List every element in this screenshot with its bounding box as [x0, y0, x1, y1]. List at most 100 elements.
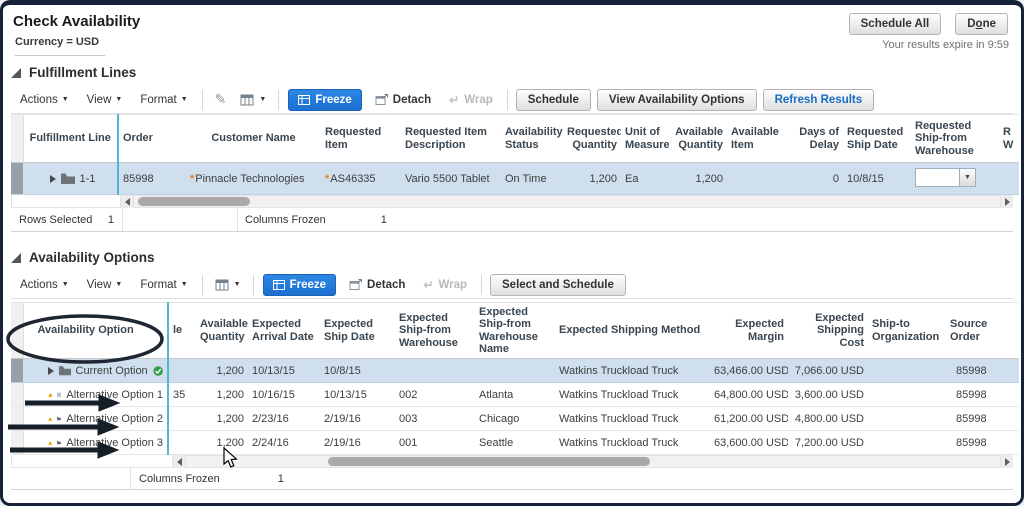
- column-header-expected-shipping-method[interactable]: Expected Shipping Method: [555, 302, 710, 359]
- availability-option-row-alt2[interactable]: Alternative Option 2 1,200 2/23/16 2/19/…: [11, 406, 1019, 431]
- column-header-available-item[interactable]: Available Item: [727, 114, 795, 163]
- refresh-results-button[interactable]: Refresh Results: [762, 88, 875, 111]
- column-header-expected-shipping-cost[interactable]: Expected Shipping Cost: [788, 302, 868, 359]
- cell-available-item: [727, 162, 795, 195]
- detach-button[interactable]: Detach: [366, 94, 440, 106]
- scrollbar-thumb[interactable]: [328, 457, 650, 466]
- cell-warehouse: [395, 358, 475, 383]
- menu-label: Format: [140, 278, 177, 291]
- toolbar-separator: [481, 274, 483, 295]
- option-label: Alternative Option 3: [66, 436, 163, 449]
- chevron-down-icon: ▼: [115, 96, 123, 103]
- fulfillment-line-row[interactable]: 1-1 85998 *Pinnacle Technologies *AS4633…: [11, 162, 1019, 195]
- column-header-requested-item[interactable]: Requested Item: [321, 114, 401, 163]
- column-header-available-quantity[interactable]: Available Quantity: [196, 302, 248, 359]
- expand-row-icon[interactable]: [47, 366, 54, 375]
- scrollbar-thumb[interactable]: [138, 197, 250, 206]
- availability-options-section-header[interactable]: Availability Options: [11, 250, 1021, 265]
- column-header-order[interactable]: Order: [118, 114, 186, 163]
- section-expand-icon: [11, 252, 21, 263]
- fulfillment-lines-section-header[interactable]: Fulfillment Lines: [11, 65, 1021, 80]
- format-menu[interactable]: Format ▼: [131, 94, 196, 106]
- column-header-ship-to-organization[interactable]: Ship-to Organization: [868, 302, 946, 359]
- column-header-requested-ship-from-warehouse[interactable]: Requested Ship-from Warehouse: [911, 114, 999, 163]
- availability-option-row-current[interactable]: Current Option 1,200 10/13/15 10/8/15 Wa…: [11, 358, 1019, 383]
- row-gutter[interactable]: [11, 162, 24, 195]
- columns-frozen-value: 1: [380, 213, 387, 226]
- chevron-down-icon: ▼: [180, 96, 188, 103]
- scroll-right-button[interactable]: [1001, 455, 1013, 468]
- scroll-left-button[interactable]: [173, 455, 185, 468]
- column-header-available-quantity[interactable]: Available Quantity: [669, 114, 727, 163]
- freeze-button[interactable]: Freeze: [262, 273, 337, 296]
- done-button[interactable]: Done: [955, 13, 1008, 35]
- actions-menu[interactable]: Actions ▼: [11, 94, 78, 106]
- cell-available-quantity: 1,200: [196, 358, 248, 383]
- chevron-down-icon: ▼: [233, 281, 241, 288]
- freeze-label: Freeze: [289, 278, 327, 291]
- column-header-fulfillment-line[interactable]: Fulfillment Line: [23, 114, 119, 163]
- warehouse-dropdown[interactable]: ▼: [915, 167, 976, 187]
- column-header-expected-ship-from-warehouse[interactable]: Expected Ship-from Warehouse: [395, 302, 475, 359]
- column-header-expected-margin[interactable]: Expected Margin: [710, 302, 788, 359]
- column-header-availability-option[interactable]: Availability Option: [23, 302, 169, 359]
- cell-availability-status: On Time: [501, 162, 563, 195]
- edit-button[interactable]: ✎: [208, 91, 234, 108]
- scrollbar-frozen-spacer: [11, 195, 121, 208]
- chevron-down-icon[interactable]: ▼: [959, 167, 976, 187]
- cell-warehouse-name: [475, 358, 555, 383]
- actions-menu[interactable]: Actions ▼: [11, 279, 78, 291]
- schedule-button[interactable]: Schedule: [515, 88, 591, 111]
- wrap-button[interactable]: ↵ Wrap: [414, 278, 476, 292]
- column-header-requested-quantity[interactable]: Requested Quantity: [563, 114, 621, 163]
- row-gutter[interactable]: [11, 382, 24, 407]
- view-availability-options-button[interactable]: View Availability Options: [596, 88, 757, 111]
- freeze-button[interactable]: Freeze: [288, 88, 362, 111]
- availability-option-row-alt3[interactable]: Alternative Option 3 1,200 2/24/16 2/19/…: [11, 430, 1019, 455]
- toolbar-separator: [278, 89, 280, 110]
- chevron-down-icon: ▼: [61, 96, 69, 103]
- scrollbar-track[interactable]: [133, 195, 1001, 208]
- wrap-icon: ↵: [449, 92, 460, 107]
- chevron-down-icon: ▼: [115, 281, 123, 288]
- freeze-label: Freeze: [315, 93, 352, 106]
- view-menu[interactable]: View ▼: [78, 94, 132, 106]
- menu-label: Format: [140, 93, 177, 106]
- column-header-expected-ship-from-warehouse-name[interactable]: Expected Ship-from Warehouse Name: [475, 302, 555, 359]
- column-header-expected-ship-date[interactable]: Expected Ship Date: [320, 302, 395, 359]
- cell-available-quantity: 1,200: [196, 382, 248, 407]
- select-and-schedule-button[interactable]: Select and Schedule: [490, 273, 626, 296]
- availability-option-row-alt1[interactable]: Alternative Option 1 35 1,200 10/16/15 1…: [11, 382, 1019, 407]
- schedule-all-button[interactable]: Schedule All: [848, 13, 942, 35]
- column-header-requested-item-description[interactable]: Requested Item Description: [401, 114, 501, 163]
- column-header-unit-of-measure[interactable]: Unit of Measure: [621, 114, 669, 163]
- row-gutter[interactable]: [11, 406, 24, 431]
- clipped-text: W: [1003, 138, 1014, 151]
- cell-availability-option: Alternative Option 1: [23, 382, 169, 407]
- columns-grid-icon: [240, 94, 254, 105]
- column-header-availability-status[interactable]: Availability Status: [501, 114, 563, 163]
- cell-requested-ship-date: 10/8/15: [843, 162, 911, 195]
- column-header-customer-name[interactable]: Customer Name: [186, 114, 321, 163]
- scrollbar-track[interactable]: [185, 455, 1001, 468]
- format-menu[interactable]: Format ▼: [131, 279, 196, 291]
- row-gutter[interactable]: [11, 430, 24, 455]
- column-header-expected-arrival-date[interactable]: Expected Arrival Date: [248, 302, 320, 359]
- expand-row-icon[interactable]: [49, 174, 56, 183]
- wrap-button[interactable]: ↵ Wrap: [440, 93, 502, 107]
- cell-source-order: 85998: [946, 382, 1019, 407]
- warehouse-dropdown-value[interactable]: [915, 167, 959, 187]
- freeze-columns-picker[interactable]: ▼: [208, 279, 248, 291]
- fulfillment-line-value: 1-1: [79, 172, 96, 185]
- column-header-source-order[interactable]: Source Order: [946, 302, 1019, 359]
- column-header-requested-ship-date[interactable]: Requested Ship Date: [843, 114, 911, 163]
- availability-table-footer: Columns Frozen 1: [11, 468, 1013, 490]
- scroll-right-button[interactable]: [1001, 195, 1013, 208]
- view-menu[interactable]: View ▼: [78, 279, 132, 291]
- scroll-left-button[interactable]: [121, 195, 133, 208]
- row-gutter[interactable]: [11, 358, 24, 383]
- freeze-columns-picker[interactable]: ▼: [233, 94, 273, 106]
- cell-expected-margin: 61,200.00 USD: [710, 406, 788, 431]
- detach-button[interactable]: Detach: [340, 279, 414, 291]
- column-header-days-of-delay[interactable]: Days of Delay: [795, 114, 843, 163]
